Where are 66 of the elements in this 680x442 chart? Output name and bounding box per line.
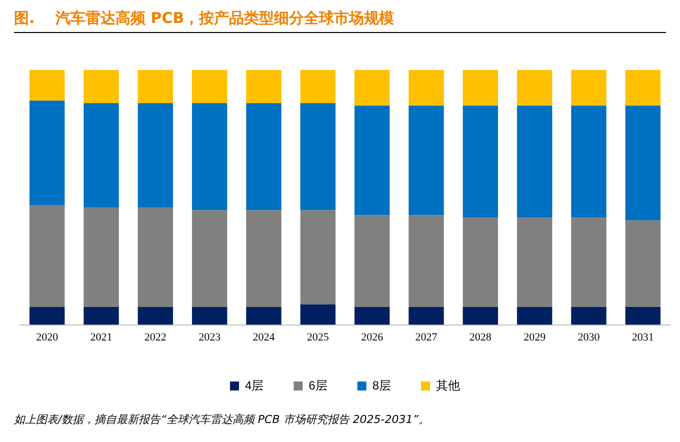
bar xyxy=(300,304,336,325)
bar xyxy=(138,70,174,104)
x-tick-label: 2031 xyxy=(632,331,654,344)
bar xyxy=(408,306,444,325)
legend-label: 6层 xyxy=(308,378,328,392)
x-tick-label: 2020 xyxy=(36,331,59,344)
bar xyxy=(300,103,336,210)
bar xyxy=(138,208,174,307)
bar xyxy=(571,218,606,307)
bar xyxy=(516,218,552,307)
bar xyxy=(625,70,661,106)
bar xyxy=(625,306,661,325)
bar xyxy=(516,70,552,106)
legend-label: 其他 xyxy=(436,378,460,392)
legend-label: 4层 xyxy=(244,378,264,392)
x-tick-label: 2026 xyxy=(361,331,384,344)
bar xyxy=(29,100,65,206)
bar xyxy=(462,218,498,307)
bar xyxy=(354,215,390,307)
text: 如上图表/数据，摘自最新报告“全球汽车雷达高频 PCB 市场研究报告 2025-2031”。 xyxy=(14,412,430,427)
bar xyxy=(408,106,444,216)
bar xyxy=(571,306,606,325)
x-tick-label: 2023 xyxy=(198,331,222,344)
bar xyxy=(354,306,390,325)
bar xyxy=(625,106,661,220)
bar xyxy=(462,306,498,325)
bar xyxy=(246,70,282,104)
bar xyxy=(246,306,282,325)
bar xyxy=(84,208,119,307)
bar xyxy=(625,220,661,307)
bar xyxy=(408,70,444,106)
bar xyxy=(516,306,552,325)
bar xyxy=(138,103,174,208)
bar xyxy=(84,306,119,325)
bar xyxy=(192,103,228,210)
bar xyxy=(516,106,552,218)
bar xyxy=(571,106,606,218)
bar xyxy=(408,215,444,307)
chart-title: 图. 汽车雷达高频 PCB，按产品类型细分全球市场规模 xyxy=(14,4,666,33)
bar xyxy=(462,70,498,106)
x-tick-label: 2022 xyxy=(144,331,166,344)
bar xyxy=(300,70,336,104)
x-tick-label: 2021 xyxy=(90,331,112,344)
bar xyxy=(571,70,606,106)
bar xyxy=(29,306,65,325)
bar xyxy=(192,70,228,104)
bar xyxy=(29,205,65,307)
bar xyxy=(84,103,119,208)
bar xyxy=(354,106,390,216)
x-tick-label: 2025 xyxy=(306,331,330,344)
bar xyxy=(246,103,282,210)
x-tick-label: 2024 xyxy=(252,331,276,344)
bar xyxy=(138,306,174,325)
x-tick-label: 2027 xyxy=(415,331,438,344)
x-tick-label: 2029 xyxy=(524,331,546,344)
bar xyxy=(29,70,65,101)
bar xyxy=(354,70,390,106)
bar xyxy=(462,106,498,218)
bar xyxy=(84,70,119,104)
x-tick-label: 2030 xyxy=(578,331,600,344)
legend-label: 8层 xyxy=(372,378,392,392)
bar xyxy=(246,210,282,307)
bar xyxy=(192,210,228,307)
bar xyxy=(192,306,228,325)
x-tick-label: 2028 xyxy=(469,331,492,344)
bar xyxy=(300,210,336,304)
